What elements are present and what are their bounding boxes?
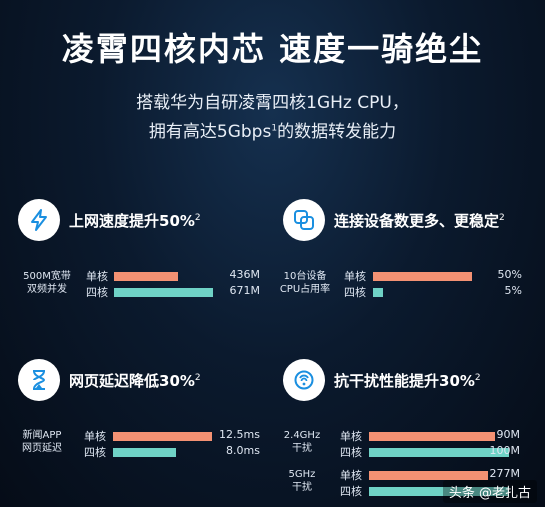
watermark: 头条 @老扎古 [442,480,537,503]
quad-core-bar [373,288,383,297]
single-core-label: 单核 [86,270,108,283]
single-core-bar [373,272,472,281]
quad-core-value: 8.0ms [226,444,260,457]
single-core-bar [114,272,178,281]
quad-core-bar [113,448,176,457]
row-label-line-1: 500M宽带 [23,271,71,282]
subtitle-line-2-post: 的数据转发能力 [277,122,397,142]
card-speed-header: 上网速度提升50%2 [18,199,201,241]
single-core-label: 单核 [84,430,106,443]
quad-core-value: 5% [504,284,522,297]
footnote-marker: 1 [271,123,278,134]
row-label-line-1: 新闻APP [22,430,62,441]
row-label: 2.4GHz 干扰 [278,429,326,455]
row-label-line-2: 干扰 [292,482,312,493]
headline: 凌霄四核内芯 速度一骑绝尘 [61,30,484,68]
quad-core-value: 671M [229,284,261,297]
card-title: 抗干扰性能提升30%2 [334,371,481,390]
row-label-line-2: CPU占用率 [279,284,331,295]
lightning-icon [18,199,60,241]
card-interference-header: 抗干扰性能提升30%2 [283,359,481,401]
card-title: 连接设备数更多、更稳定2 [334,211,505,230]
single-core-label: 单核 [344,270,366,283]
single-core-value: 90M [496,428,521,441]
card-title: 上网速度提升50%2 [69,211,201,230]
single-core-bar [113,432,212,441]
row-label-line-1: 10台设备 [283,271,327,282]
card-devices-header: 连接设备数更多、更稳定2 [283,199,505,241]
card-latency-header: 网页延迟降低30%2 [18,359,201,401]
quad-core-value: 100M [489,444,521,457]
quad-core-bar [369,448,509,457]
row-label-line-2: 双频并发 [27,284,67,295]
quad-core-label: 四核 [340,485,362,498]
quad-core-bar [114,288,213,297]
subtitle-line-1: 搭载华为自研凌霄四核1GHz CPU， [136,93,409,113]
single-core-value: 277M [489,467,521,480]
quad-core-bar [369,487,509,496]
row-label-line-2: 干扰 [292,443,312,454]
row-label: 5GHz 干扰 [278,468,326,494]
row-label: 10台设备 CPU占用率 [272,270,338,296]
row-label-line-1: 2.4GHz [283,430,321,441]
quad-core-label: 四核 [84,446,106,459]
single-core-label: 单核 [340,469,362,482]
card-title: 网页延迟降低30%2 [69,371,201,390]
row-label: 新闻APP 网页延迟 [12,429,72,455]
single-core-bar [369,432,495,441]
quad-core-label: 四核 [86,286,108,299]
quad-core-label: 四核 [344,286,366,299]
interference-icon [283,359,325,401]
subtitle-line-2-pre: 拥有高达5Gbps [148,122,272,142]
single-core-bar [369,471,488,480]
quad-core-label: 四核 [340,446,362,459]
single-core-value: 436M [229,268,261,281]
row-label-line-1: 5GHz [288,469,316,480]
row-label-line-2: 网页延迟 [22,443,62,454]
single-core-label: 单核 [340,430,362,443]
hourglass-icon [18,359,60,401]
subtitle-line-2: 拥有高达5Gbps1的数据转发能力 [0,117,545,142]
single-core-value: 12.5ms [219,428,260,441]
row-label: 500M宽带 双频并发 [12,270,82,296]
single-core-value: 50% [497,268,522,281]
devices-icon [283,199,325,241]
